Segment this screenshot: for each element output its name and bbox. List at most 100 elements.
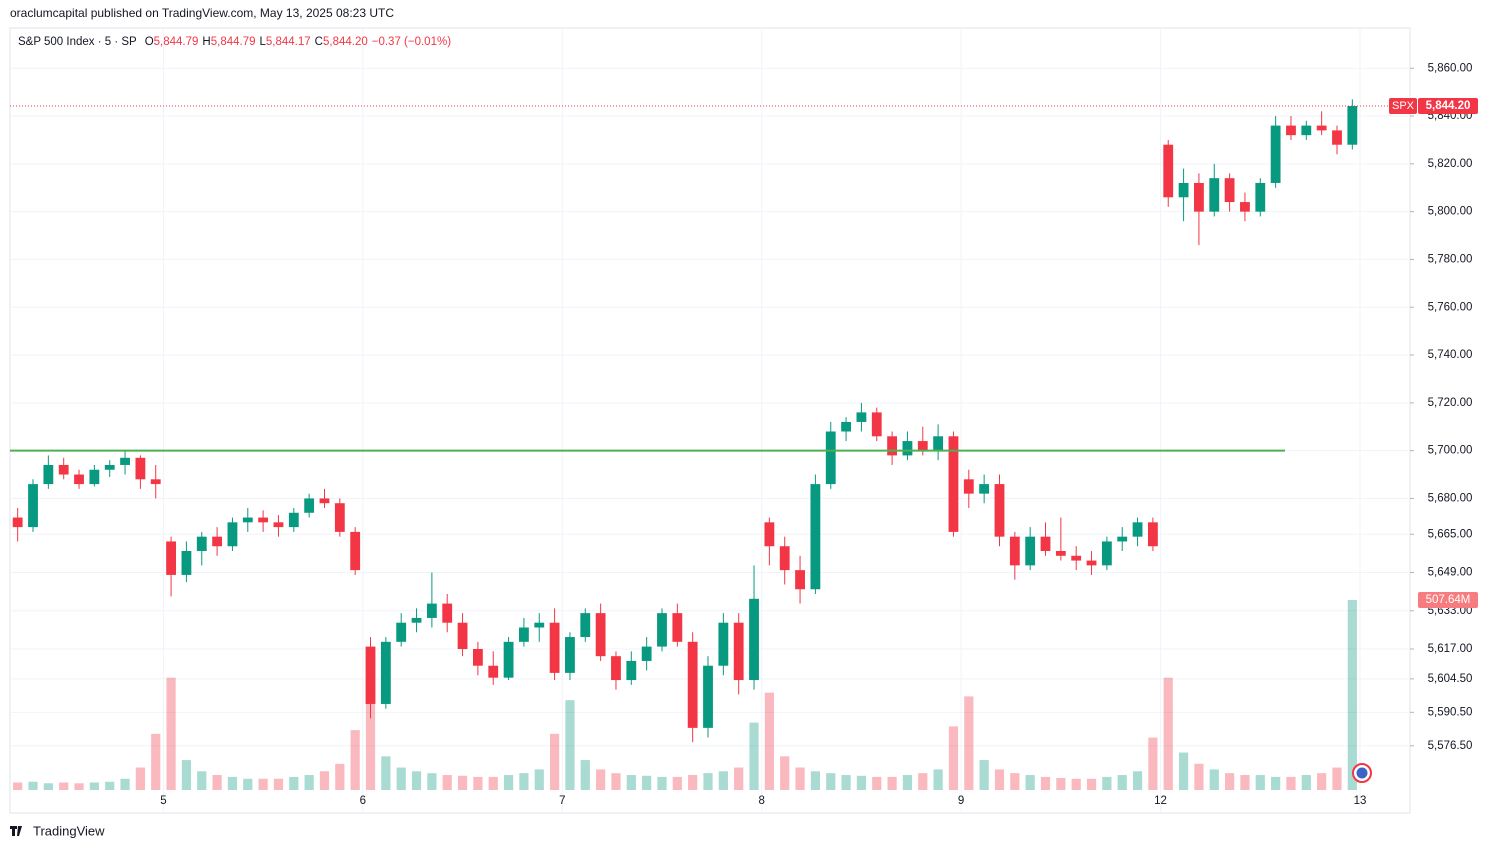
ohlc-value: 5,844.17 bbox=[266, 36, 311, 48]
y-tick-label: 5,860.00 bbox=[1428, 62, 1473, 74]
volume-bar bbox=[596, 769, 606, 790]
candle-body bbox=[1132, 522, 1143, 537]
volume-bar bbox=[764, 692, 774, 790]
y-tick-label: 5,680.00 bbox=[1428, 492, 1473, 504]
candle-body bbox=[764, 522, 775, 547]
volume-bar bbox=[795, 767, 805, 790]
overlays: SPX 5,844.20 507.64M bbox=[10, 98, 1478, 783]
candle-body bbox=[1240, 202, 1250, 212]
volume-bar bbox=[1178, 752, 1189, 790]
candle-body bbox=[28, 484, 38, 528]
candle-body bbox=[856, 412, 867, 422]
volume-bar bbox=[319, 771, 330, 790]
candle-body bbox=[196, 536, 207, 552]
ohlc-value: 5,844.20 bbox=[323, 36, 368, 48]
volume-bar bbox=[43, 783, 53, 790]
volume-bar bbox=[642, 775, 652, 790]
volume-bar bbox=[918, 773, 928, 790]
candle-body bbox=[841, 421, 851, 432]
volume-bar bbox=[1271, 776, 1281, 790]
candle-body bbox=[1209, 178, 1220, 212]
volume-badge bbox=[1418, 591, 1478, 608]
volume-bar bbox=[381, 756, 391, 790]
price-badge bbox=[1418, 98, 1478, 114]
volume-bar bbox=[1332, 767, 1342, 790]
symbol-badge bbox=[1389, 98, 1417, 114]
volume-bar bbox=[258, 778, 268, 790]
price-label: 5,844.20 bbox=[1426, 100, 1471, 112]
volume-bar bbox=[1286, 776, 1296, 790]
candle-body bbox=[411, 617, 422, 623]
candle-body bbox=[657, 613, 667, 647]
volume-bar bbox=[335, 763, 345, 790]
volume-bar bbox=[105, 781, 115, 790]
candles bbox=[12, 99, 1358, 743]
volume-bar bbox=[28, 781, 38, 790]
volume-bar bbox=[1025, 775, 1035, 790]
volume-bar bbox=[979, 760, 989, 790]
volume-bar bbox=[780, 756, 790, 790]
volume-bar bbox=[872, 776, 882, 790]
candle-body bbox=[457, 622, 468, 649]
volume-bar bbox=[580, 760, 590, 790]
change: −0.37 (−0.01%) bbox=[372, 36, 451, 48]
y-tick-label: 5,590.50 bbox=[1428, 706, 1473, 718]
ohlc-key: C bbox=[315, 36, 323, 48]
volume-bar bbox=[212, 775, 222, 790]
volume-bar bbox=[289, 776, 299, 790]
y-tick-label: 5,604.50 bbox=[1428, 673, 1473, 685]
volume-bar bbox=[273, 778, 284, 790]
candle-body bbox=[534, 622, 545, 628]
candle-body bbox=[135, 457, 146, 480]
candle-body bbox=[12, 517, 23, 528]
volume-bar bbox=[841, 775, 851, 790]
candle-body bbox=[1316, 125, 1327, 131]
candle-body bbox=[319, 498, 330, 504]
candle-body bbox=[963, 479, 974, 494]
volume-bar bbox=[856, 775, 867, 790]
candle-body bbox=[703, 665, 713, 728]
candle-body bbox=[104, 464, 115, 470]
candle-body bbox=[1055, 551, 1066, 556]
volume-bar bbox=[396, 767, 406, 790]
candle-body bbox=[994, 484, 1005, 537]
volume-bar bbox=[227, 776, 238, 790]
x-tick-label: 12 bbox=[1154, 795, 1167, 807]
candle-body bbox=[887, 436, 898, 456]
candle-body bbox=[350, 531, 361, 571]
volume-bar bbox=[181, 760, 192, 790]
candle-body bbox=[288, 512, 299, 528]
volume-bar bbox=[243, 778, 253, 790]
candle-body bbox=[687, 641, 698, 728]
y-tick-label: 5,649.00 bbox=[1428, 567, 1473, 579]
candle-body bbox=[948, 436, 959, 532]
candle-body bbox=[871, 412, 882, 437]
candle-body bbox=[565, 637, 575, 673]
candle-body bbox=[580, 613, 591, 638]
logo: TradingView bbox=[10, 823, 105, 838]
volume-bar bbox=[411, 771, 422, 790]
volume-bar bbox=[304, 775, 314, 790]
x-tick-label: 7 bbox=[559, 795, 565, 807]
candle-body bbox=[825, 431, 836, 485]
candle-body bbox=[58, 464, 69, 475]
volume-bar bbox=[887, 776, 897, 790]
chart-header: S&P 500 Index · 5 · SP O5,844.79 H5,844.79… bbox=[18, 36, 451, 48]
y-tick-label: 5,720.00 bbox=[1428, 397, 1473, 409]
volume-bar bbox=[703, 773, 713, 790]
candle-body bbox=[1163, 144, 1174, 198]
volume-bar bbox=[1255, 775, 1265, 790]
candle-body bbox=[74, 474, 84, 485]
volume-bar bbox=[933, 769, 943, 790]
volume-bar bbox=[1240, 775, 1250, 790]
candle-body bbox=[549, 622, 560, 673]
volume-bar bbox=[1117, 775, 1127, 790]
candle-body bbox=[902, 441, 913, 456]
symbol-title: S&P 500 Index · 5 · SP bbox=[18, 36, 137, 48]
volume-bar bbox=[89, 782, 99, 790]
volume-bar bbox=[1132, 771, 1143, 790]
volume-bar bbox=[734, 767, 744, 790]
y-tick-label: 5,617.00 bbox=[1428, 643, 1473, 655]
